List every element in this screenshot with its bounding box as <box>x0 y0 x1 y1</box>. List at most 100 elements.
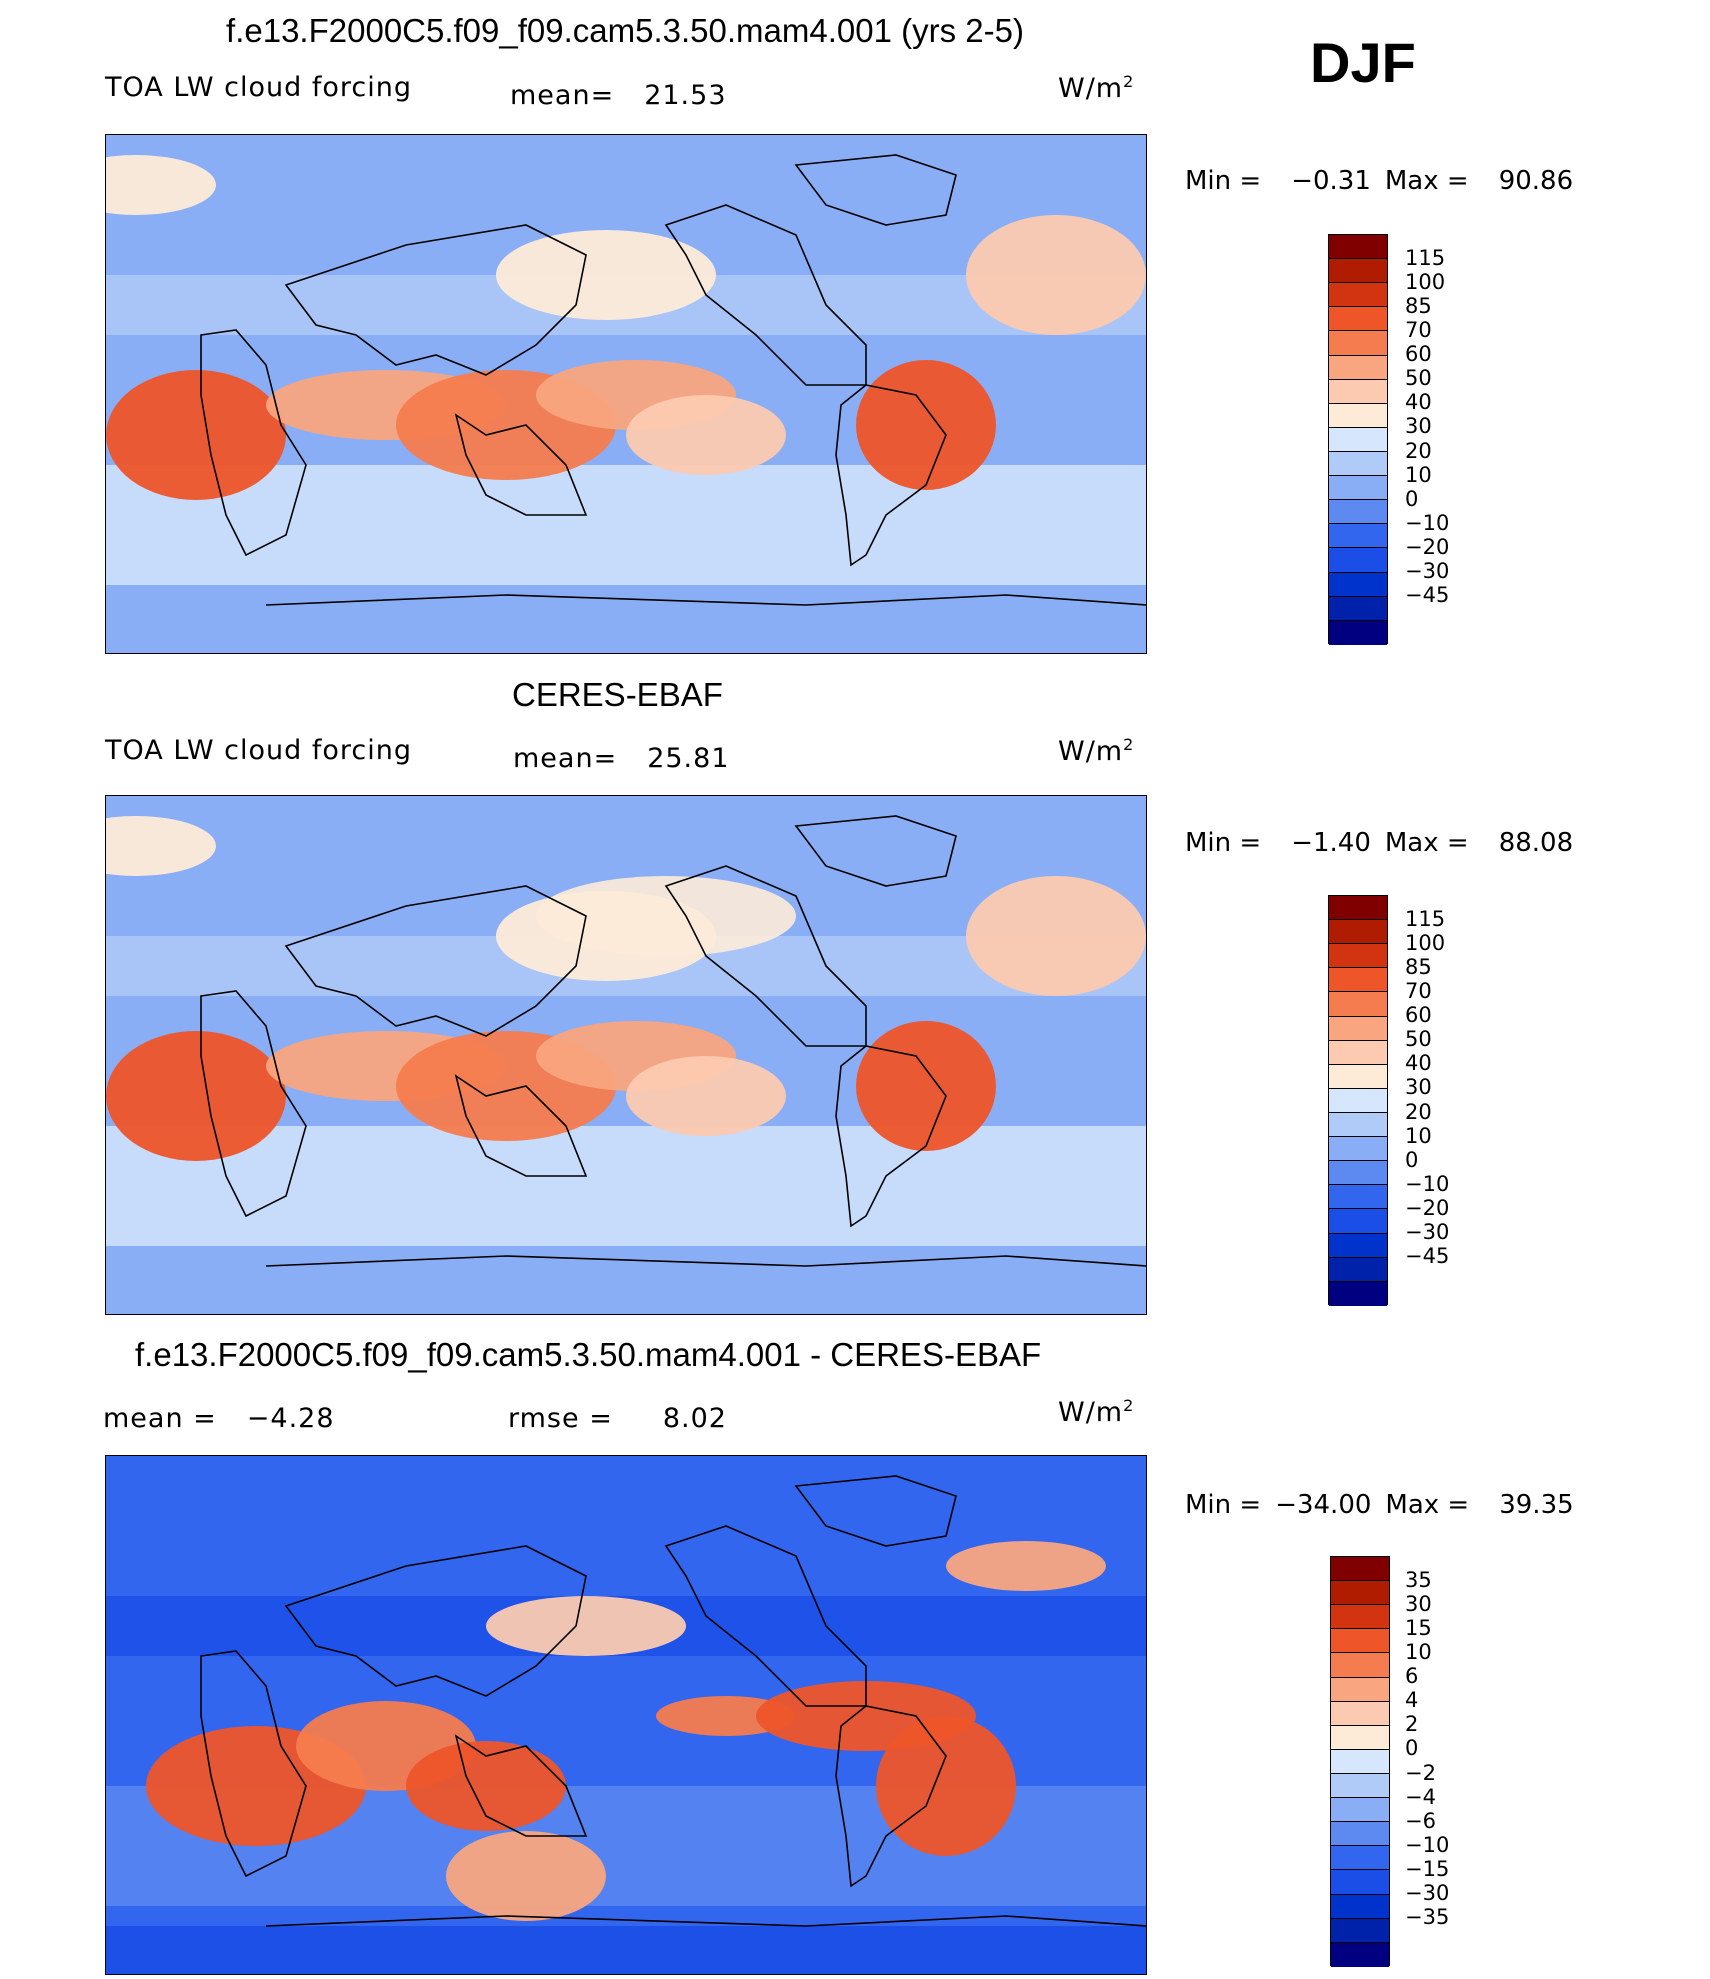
panel-2-colorbar <box>1328 895 1388 1306</box>
colorbar-tick-label: 100 <box>1405 930 1446 955</box>
colorbar-tick-label: 70 <box>1405 317 1432 342</box>
colorbar-band <box>1331 1629 1389 1654</box>
colorbar-band <box>1331 1894 1389 1919</box>
colorbar-tick-label: 40 <box>1405 390 1432 415</box>
colorbar-tick-label: 60 <box>1405 1003 1432 1028</box>
colorbar-band <box>1329 1209 1387 1234</box>
colorbar-band <box>1331 1918 1389 1943</box>
colorbar-band <box>1331 1725 1389 1750</box>
panel-1-title: f.e13.F2000C5.f09_f09.cam5.3.50.mam4.001… <box>226 12 1024 49</box>
colorbar-band <box>1329 1088 1387 1113</box>
colorbar-tick-label: 115 <box>1405 906 1446 931</box>
colorbar-band <box>1329 1281 1387 1306</box>
colorbar-band <box>1329 1233 1387 1258</box>
map-field <box>106 796 1146 1314</box>
panel-3-rmse: rmse = 8.02 <box>508 1403 727 1434</box>
colorbar-band <box>1329 283 1387 308</box>
colorbar-band <box>1329 596 1387 621</box>
colorbar-band <box>1329 524 1387 549</box>
colorbar-tick-label: −10 <box>1405 1171 1450 1196</box>
colorbar-band <box>1329 944 1387 969</box>
panel-3-units: W/m2 <box>1058 1396 1135 1428</box>
colorbar-tick-label: −30 <box>1405 1881 1450 1906</box>
colorbar-band <box>1329 235 1387 260</box>
colorbar-band <box>1329 620 1387 645</box>
colorbar-tick-label: 0 <box>1405 1736 1419 1761</box>
colorbar-tick-label: 2 <box>1405 1712 1419 1737</box>
panel-1-map <box>105 134 1147 654</box>
colorbar-band <box>1331 1701 1389 1726</box>
panel-1-units: W/m2 <box>1058 72 1135 104</box>
colorbar-band <box>1329 427 1387 452</box>
colorbar-band <box>1329 331 1387 356</box>
colorbar-band <box>1329 379 1387 404</box>
colorbar-tick-label: 60 <box>1405 342 1432 367</box>
colorbar-tick-label: −6 <box>1405 1808 1436 1833</box>
colorbar-tick-label: 15 <box>1405 1615 1432 1640</box>
colorbar-band <box>1329 476 1387 501</box>
colorbar-tick-label: 100 <box>1405 269 1446 294</box>
colorbar-band <box>1329 1257 1387 1282</box>
colorbar-band <box>1331 1749 1389 1774</box>
panel-1-minmax: Min = −0.31 Max = 90.86 <box>1185 166 1574 196</box>
colorbar-band <box>1331 1942 1389 1967</box>
colorbar-tick-label: 20 <box>1405 438 1432 463</box>
colorbar-tick-label: −2 <box>1405 1760 1436 1785</box>
colorbar-band <box>1331 1557 1389 1582</box>
colorbar-band <box>1329 968 1387 993</box>
colorbar-band <box>1329 1064 1387 1089</box>
panel-1-field-label: TOA LW cloud forcing <box>105 72 412 103</box>
panel-3-colorbar <box>1330 1556 1390 1967</box>
colorbar-band <box>1329 1112 1387 1138</box>
colorbar-tick-label: 6 <box>1405 1664 1419 1689</box>
colorbar-tick-label: −20 <box>1405 1196 1450 1221</box>
colorbar-band <box>1329 896 1387 921</box>
colorbar-tick-label: 10 <box>1405 1639 1432 1664</box>
colorbar-band <box>1329 1016 1387 1041</box>
colorbar-tick-label: 30 <box>1405 1591 1432 1616</box>
colorbar-band <box>1329 500 1387 525</box>
colorbar-tick-label: −10 <box>1405 1832 1450 1857</box>
colorbar-tick-label: −10 <box>1405 510 1450 535</box>
colorbar-tick-label: 0 <box>1405 1147 1419 1172</box>
colorbar-band <box>1329 403 1387 428</box>
colorbar-tick-label: 30 <box>1405 414 1432 439</box>
colorbar-tick-label: −15 <box>1405 1857 1450 1882</box>
panel-1-colorbar <box>1328 234 1388 645</box>
colorbar-band <box>1329 572 1387 597</box>
colorbar-band <box>1331 1870 1389 1895</box>
colorbar-band <box>1329 259 1387 284</box>
colorbar-tick-label: 20 <box>1405 1099 1432 1124</box>
panel-2-units: W/m2 <box>1058 735 1135 767</box>
colorbar-tick-label: 50 <box>1405 1027 1432 1052</box>
colorbar-tick-label: 85 <box>1405 954 1432 979</box>
colorbar-tick-label: 4 <box>1405 1688 1419 1713</box>
colorbar-tick-label: −20 <box>1405 535 1450 560</box>
colorbar-tick-label: 10 <box>1405 1123 1432 1148</box>
colorbar-tick-label: −45 <box>1405 583 1450 608</box>
map-field <box>106 1456 1146 1974</box>
panel-2-minmax: Min = −1.40 Max = 88.08 <box>1185 828 1574 858</box>
colorbar-tick-label: 115 <box>1405 245 1446 270</box>
colorbar-tick-label: −35 <box>1405 1905 1450 1930</box>
colorbar-band <box>1329 451 1387 477</box>
colorbar-band <box>1331 1677 1389 1702</box>
colorbar-tick-label: 85 <box>1405 293 1432 318</box>
colorbar-tick-label: 30 <box>1405 1075 1432 1100</box>
panel-1-colorbar-ticks: 115 100 85 70 60 50 40 30 20 10 0 −10 −20 −30 −45 <box>1405 234 1485 644</box>
colorbar-band <box>1331 1581 1389 1606</box>
colorbar-band <box>1329 1040 1387 1065</box>
colorbar-band <box>1329 355 1387 380</box>
colorbar-band <box>1331 1653 1389 1678</box>
panel-3-title: f.e13.F2000C5.f09_f09.cam5.3.50.mam4.001… <box>135 1336 1042 1373</box>
panel-3-colorbar-ticks: 35 30 15 10 6 4 2 0 −2 −4 −6 −10 −15 −30 −35 <box>1405 1556 1485 1966</box>
colorbar-band <box>1329 1137 1387 1162</box>
panel-2-colorbar-ticks: 115 100 85 70 60 50 40 30 20 10 0 −10 −20 −30 −45 <box>1405 895 1485 1305</box>
colorbar-tick-label: 35 <box>1405 1567 1432 1592</box>
colorbar-band <box>1329 548 1387 573</box>
colorbar-tick-label: −45 <box>1405 1244 1450 1269</box>
colorbar-band <box>1329 1185 1387 1210</box>
colorbar-band <box>1331 1846 1389 1871</box>
colorbar-band <box>1331 1605 1389 1630</box>
colorbar-band <box>1329 307 1387 332</box>
